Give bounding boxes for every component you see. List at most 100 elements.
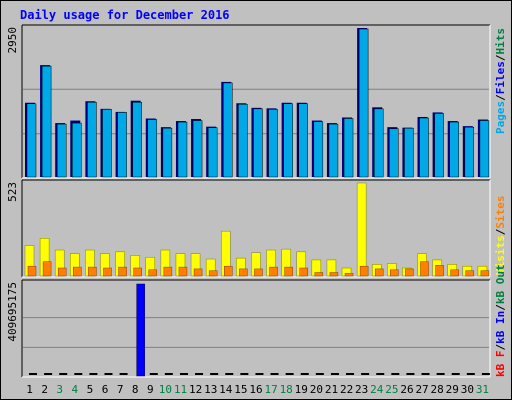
x-tick-label: 6 — [102, 383, 109, 396]
files-bar — [313, 121, 324, 178]
x-tick-label: 26 — [400, 383, 413, 396]
sites-bar — [374, 268, 384, 277]
x-tick-label: 25 — [385, 383, 398, 396]
kb-zero-mark — [225, 373, 234, 375]
x-tick-label: 18 — [280, 383, 293, 396]
kb-in-bar — [136, 283, 145, 377]
sites-bar — [344, 273, 354, 277]
sites-bar — [133, 267, 142, 277]
kb-zero-mark — [315, 373, 324, 375]
x-tick-label: 20 — [310, 383, 323, 396]
x-tick-label: 31 — [476, 383, 489, 396]
x-tick-label: 17 — [264, 383, 277, 396]
sites-bar — [118, 266, 127, 277]
kb-zero-mark — [361, 373, 370, 375]
legend-kb-part: kB In — [494, 311, 507, 344]
files-bar — [298, 103, 308, 178]
panel-1-ymax-label: 2950 — [6, 27, 19, 54]
kb-zero-mark — [89, 373, 98, 375]
x-tick-label: 21 — [325, 383, 338, 396]
sites-bar — [148, 269, 158, 277]
panel-3-ymax-label: 409695175 — [6, 282, 19, 342]
files-bar — [373, 108, 384, 178]
legend-visits-sites-part: Visits — [494, 235, 507, 275]
files-bar — [479, 120, 490, 178]
x-tick-label: 1 — [26, 383, 33, 396]
legend-pages-files-hits-separator: / — [494, 54, 507, 61]
legend-pages-files-hits-part: Hits — [494, 28, 507, 55]
legend-pages-files-hits-part: Pages — [494, 101, 507, 134]
sites-bar — [284, 266, 293, 277]
x-tick-label: 8 — [132, 383, 139, 396]
x-tick-label: 15 — [234, 383, 247, 396]
sites-bar — [314, 272, 324, 277]
kb-zero-mark — [104, 373, 113, 375]
kb-zero-mark — [240, 373, 249, 375]
kb-zero-mark — [466, 373, 475, 375]
files-bar — [102, 109, 112, 178]
files-bar — [207, 127, 218, 178]
kb-zero-mark — [59, 373, 68, 375]
files-bar — [449, 121, 459, 178]
files-bar — [253, 108, 263, 178]
legend-pages-files-hits-separator: / — [494, 94, 507, 101]
x-tick-label: 11 — [174, 383, 187, 396]
x-tick-label: 27 — [415, 383, 428, 396]
sites-bar — [103, 267, 112, 277]
kb-zero-mark — [300, 373, 309, 375]
sites-bar — [299, 267, 308, 277]
sites-bar — [329, 272, 339, 277]
files-bar — [223, 82, 233, 178]
legend-visits-sites-part: Sites — [494, 196, 507, 229]
files-bar — [41, 65, 52, 178]
kb-zero-mark — [255, 373, 264, 375]
x-tick-label: 22 — [340, 383, 353, 396]
kb-zero-mark — [29, 373, 37, 375]
kb-zero-mark — [346, 373, 355, 375]
x-tick-label: 10 — [159, 383, 172, 396]
files-bar — [283, 103, 293, 178]
legend-kb-part: kB Out — [494, 264, 507, 304]
files-bar — [328, 123, 339, 178]
x-tick-label: 5 — [87, 383, 94, 396]
sites-bar — [359, 265, 369, 277]
x-tick-label: 28 — [431, 383, 444, 396]
files-bar — [358, 28, 369, 178]
kb-zero-mark — [376, 373, 385, 375]
sites-bar — [193, 268, 203, 277]
sites-bar — [405, 268, 414, 277]
kb-zero-mark — [44, 373, 53, 375]
kb-zero-mark — [421, 373, 430, 375]
kb-zero-mark — [451, 373, 460, 375]
x-tick-label: 4 — [72, 383, 79, 396]
files-bar — [192, 120, 203, 178]
files-bar — [238, 104, 248, 178]
kb-zero-mark — [74, 373, 83, 375]
legend-kb-separator: / — [494, 344, 507, 351]
sites-bar — [42, 261, 52, 277]
files-bar — [72, 122, 82, 178]
files-bar — [117, 112, 127, 178]
files-bar — [132, 101, 142, 178]
x-tick-label: 2 — [41, 383, 48, 396]
files-bar — [87, 101, 97, 178]
sites-bar — [465, 270, 475, 277]
kb-zero-mark — [285, 373, 294, 375]
panel-3-background — [22, 280, 490, 377]
visits-bar — [356, 182, 367, 277]
x-tick-label: 24 — [370, 383, 384, 396]
sites-bar — [420, 261, 429, 277]
panel-2-ymax-label: 523 — [6, 182, 19, 202]
files-bar — [419, 117, 429, 178]
kb-zero-mark — [149, 373, 158, 375]
sites-bar — [178, 266, 188, 277]
files-bar — [343, 118, 354, 178]
x-tick-label: 12 — [189, 383, 202, 396]
kb-zero-mark — [210, 373, 219, 375]
kb-zero-mark — [481, 373, 490, 375]
files-bar — [147, 119, 158, 178]
x-tick-label: 13 — [204, 383, 217, 396]
x-tick-label: 30 — [461, 383, 474, 396]
